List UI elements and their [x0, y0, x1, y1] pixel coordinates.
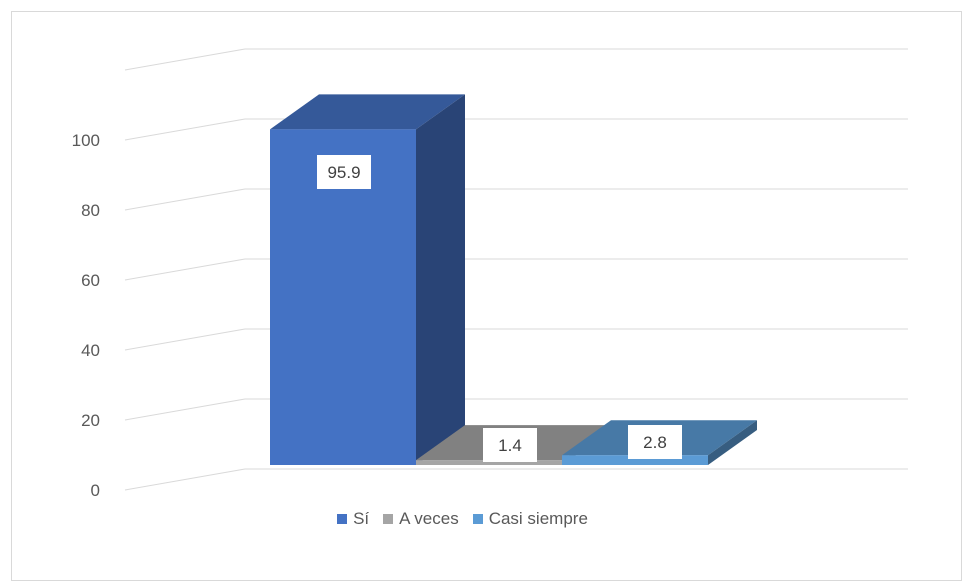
bar-side-s- — [416, 94, 465, 465]
bar-side-casi-siempre — [708, 420, 757, 465]
data-label-s-: 95.9 — [317, 155, 371, 189]
gridline-diagonal-120 — [124, 48, 246, 71]
legend: Sí A veces Casi siempre — [0, 509, 945, 529]
gridline-diagonal-0 — [124, 468, 246, 491]
legend-item-si: Sí — [337, 509, 369, 529]
y-tick-label: 40 — [81, 341, 100, 360]
gridline-diagonal-60 — [124, 258, 246, 281]
data-label-text: 95.9 — [327, 163, 360, 182]
bar-a-veces — [416, 460, 562, 465]
legend-item-a-veces: A veces — [383, 509, 459, 529]
data-label-box — [483, 428, 537, 462]
data-label-box — [628, 425, 682, 459]
data-label-text: 1.4 — [498, 436, 522, 455]
legend-label-si: Sí — [353, 509, 370, 528]
gridline-diagonal-80 — [124, 188, 246, 211]
y-tick-label: 20 — [81, 411, 100, 430]
legend-label-a-veces: A veces — [399, 509, 459, 528]
y-tick-label: 100 — [72, 131, 100, 150]
y-axis-ticks: 0 20 40 60 80 100 — [72, 131, 100, 500]
bars — [270, 94, 757, 465]
legend-swatch-a-veces — [383, 514, 394, 524]
gridline-diagonal-20 — [124, 398, 246, 421]
legend-swatch-si — [337, 514, 348, 524]
y-tick-label: 0 — [91, 481, 100, 500]
gridlines — [124, 48, 908, 491]
bar-casi-siempre — [562, 455, 708, 465]
data-label-box — [317, 155, 371, 189]
chart-frame — [11, 11, 962, 581]
gridline-diagonal-40 — [124, 328, 246, 351]
data-labels: 95.9 1.4 2.8 — [317, 155, 682, 462]
y-tick-label: 80 — [81, 201, 100, 220]
legend-item-casi-siempre: Casi siempre — [472, 509, 588, 529]
data-label-a-veces: 1.4 — [483, 428, 537, 462]
data-label-text: 2.8 — [643, 433, 667, 452]
y-tick-label: 60 — [81, 271, 100, 290]
data-label-casi-siempre: 2.8 — [628, 425, 682, 459]
legend-label-casi-siempre: Casi siempre — [488, 509, 588, 528]
gridline-diagonal-100 — [124, 118, 246, 141]
legend-swatch-casi-siempre — [472, 514, 483, 524]
bar-top-s- — [270, 94, 465, 130]
